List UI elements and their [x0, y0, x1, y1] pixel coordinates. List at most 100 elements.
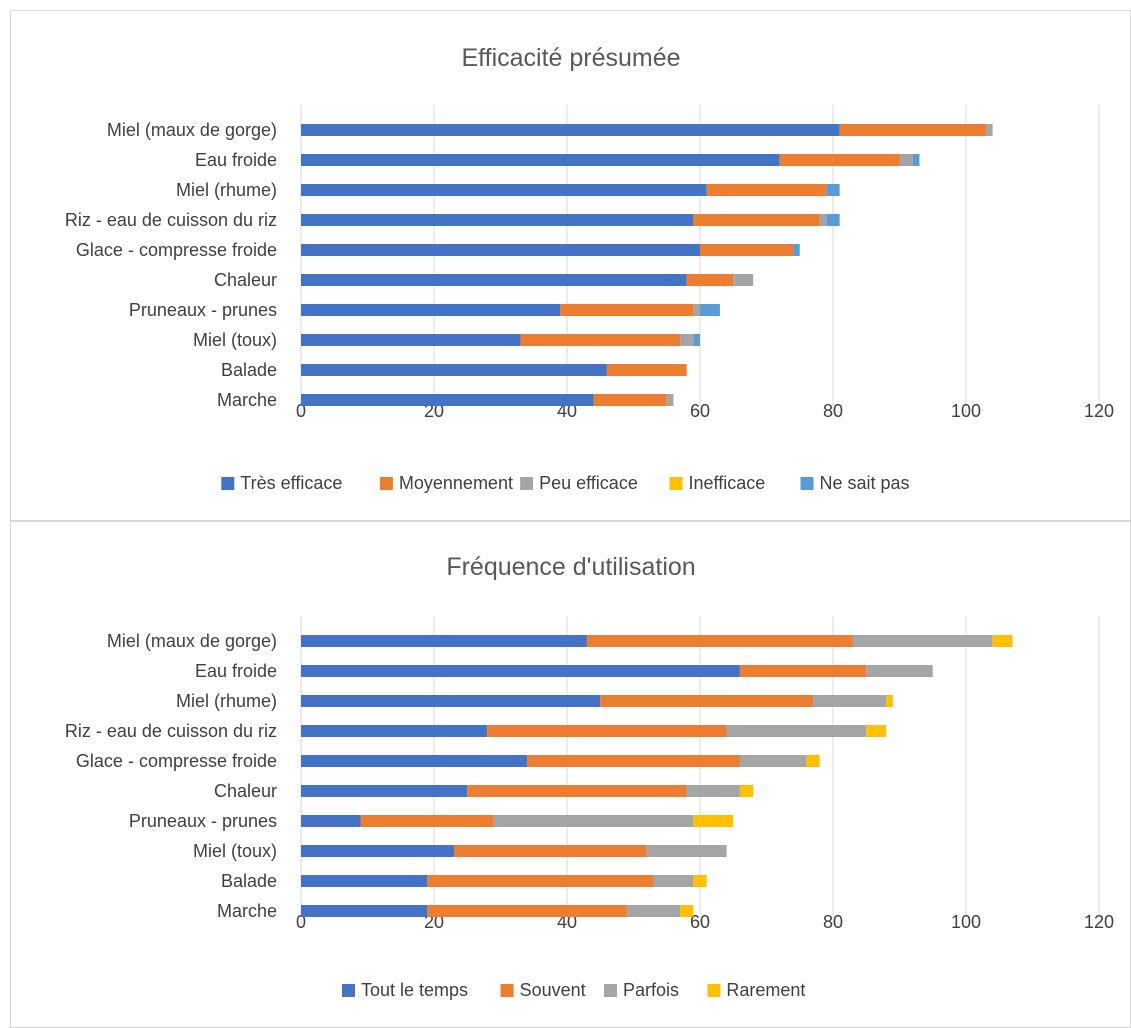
bar-segment — [301, 785, 468, 797]
category-label: Balade — [221, 871, 277, 891]
x-tick-label: 80 — [823, 912, 843, 932]
bar-segment — [779, 154, 900, 166]
bar-segment — [593, 394, 667, 406]
bar-segment — [493, 815, 694, 827]
legend-item: Rarement — [707, 980, 805, 1000]
bar-segment — [693, 815, 734, 827]
bar-segment — [686, 274, 734, 286]
legend-swatch — [342, 984, 355, 997]
bar-segment — [301, 635, 587, 647]
legend-label: Peu efficace — [539, 473, 638, 493]
legend-item: Inefficace — [669, 473, 766, 493]
bar-segment — [301, 815, 361, 827]
category-label: Miel (rhume) — [176, 180, 277, 200]
bar-segment — [680, 905, 694, 917]
bar-segment — [819, 214, 827, 226]
x-tick-label: 120 — [1084, 401, 1114, 421]
bar-segment — [793, 244, 800, 256]
bar-segment — [813, 695, 887, 707]
category-label: Marche — [217, 390, 277, 410]
legend-swatch — [604, 984, 617, 997]
bar-segment — [586, 635, 853, 647]
bar-segment — [826, 214, 840, 226]
bar-segment — [301, 154, 780, 166]
legend-label: Moyennement — [399, 473, 513, 493]
bar-segment — [839, 124, 986, 136]
bar-segment — [899, 154, 913, 166]
legend-label: Inefficace — [689, 473, 766, 493]
legend-swatch — [221, 477, 235, 490]
legend-swatch — [379, 477, 393, 490]
legend-item: Peu efficace — [520, 473, 638, 493]
bar-segment — [693, 875, 707, 887]
legend-swatch — [500, 984, 514, 997]
bar-segment — [985, 124, 993, 136]
bar-segment — [301, 214, 694, 226]
bar-segment — [527, 755, 740, 767]
x-tick-label: 60 — [690, 912, 710, 932]
x-tick-label: 0 — [296, 401, 306, 421]
legend-item: Moyennement — [379, 473, 513, 493]
legend-label: Ne sait pas — [820, 473, 910, 493]
category-label: Glace - compresse froide — [76, 751, 277, 771]
x-tick-label: 120 — [1084, 912, 1114, 932]
legend-label: Parfois — [623, 980, 679, 1000]
bar-segment — [301, 334, 521, 346]
chart-panel-efficacite: Efficacité présumée 0 20 40 60 80 100 120 Miel (… — [10, 10, 1131, 521]
bar-segment — [733, 274, 754, 286]
category-label: Miel (toux) — [193, 841, 277, 861]
bar-segment — [487, 725, 727, 737]
chart-panel-frequence: Fréquence d'utilisation 0 20 40 60 80 100 120 Mi… — [10, 521, 1131, 1028]
legend-swatch — [800, 477, 814, 490]
category-label: Pruneaux - prunes — [129, 811, 277, 831]
bar-segment — [693, 334, 700, 346]
bar-segment — [606, 364, 687, 376]
category-label: Chaleur — [214, 270, 277, 290]
bar-segment — [806, 755, 820, 767]
chart-title: Efficacité présumée — [461, 44, 680, 72]
bar-segment — [301, 905, 428, 917]
bar-segment — [301, 665, 740, 677]
bar-segment — [693, 214, 820, 226]
bar-segment — [453, 845, 647, 857]
legend-swatch — [669, 477, 683, 490]
x-tick-label: 100 — [951, 912, 981, 932]
bar-segment — [826, 184, 840, 196]
category-label: Miel (rhume) — [176, 691, 277, 711]
legend-item: Souvent — [500, 980, 586, 1000]
bar-segment — [653, 875, 694, 887]
bar-segment — [700, 244, 794, 256]
bar-segment — [301, 394, 594, 406]
bar-segment — [427, 905, 627, 917]
x-tick-label: 80 — [823, 401, 843, 421]
bar-segment — [301, 304, 561, 316]
category-label: Eau froide — [195, 661, 277, 681]
bar-segment — [739, 785, 754, 797]
bar-segment — [427, 875, 654, 887]
bar-segment — [992, 635, 1013, 647]
x-tick-label: 60 — [690, 401, 710, 421]
legend-label: Tout le temps — [361, 980, 468, 1000]
bar-segment — [686, 785, 740, 797]
category-label: Miel (toux) — [193, 330, 277, 350]
legend-label: Rarement — [726, 980, 805, 1000]
category-label: Miel (maux de gorge) — [107, 120, 277, 140]
bar-segment — [467, 785, 687, 797]
bar-segment — [646, 845, 727, 857]
bar-segment — [301, 845, 454, 857]
bar-segment — [700, 304, 720, 316]
x-tick-label: 0 — [296, 912, 306, 932]
legend-swatch — [707, 984, 721, 997]
legend-swatch — [520, 477, 534, 490]
bar-segment — [866, 725, 887, 737]
bar-segment — [680, 334, 694, 346]
bar-segment — [301, 184, 707, 196]
x-tick-label: 100 — [951, 401, 981, 421]
category-label: Riz - eau de cuisson du riz — [65, 210, 277, 230]
legend-item: Tout le temps — [342, 980, 468, 1000]
category-label: Chaleur — [214, 781, 277, 801]
chart-title: Fréquence d'utilisation — [446, 553, 695, 581]
legend-item: Ne sait pas — [800, 473, 910, 493]
category-label: Eau froide — [195, 150, 277, 170]
